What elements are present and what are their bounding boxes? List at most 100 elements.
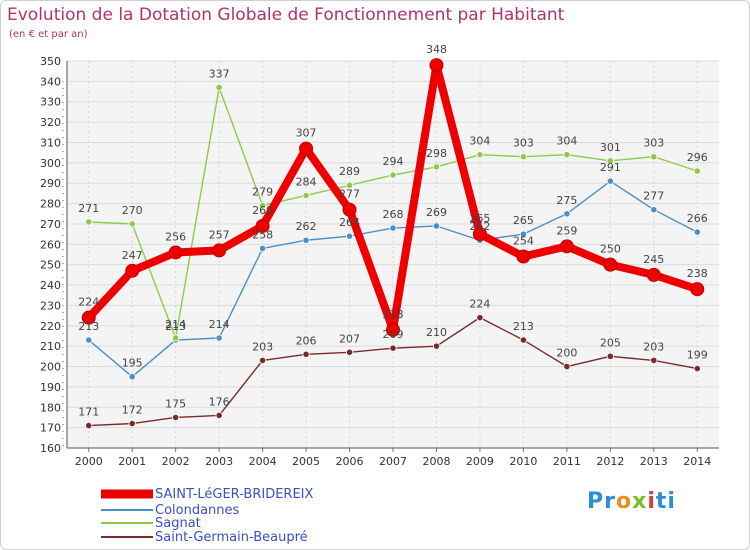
data-label: 213: [165, 320, 186, 333]
x-tick-label: 2009: [466, 455, 494, 468]
data-label: 199: [687, 349, 708, 362]
data-label: 224: [469, 298, 490, 311]
data-point: [168, 245, 183, 260]
data-point: [606, 352, 614, 360]
y-tick-label: 170: [40, 422, 61, 435]
data-label: 214: [209, 318, 230, 331]
data-point: [386, 322, 400, 337]
data-label: 307: [296, 127, 317, 140]
x-tick-label: 2012: [596, 455, 624, 468]
y-tick-label: 350: [40, 55, 61, 68]
data-point: [563, 210, 571, 218]
legend-item-saint-germain: Saint-Germain-Beaupré: [101, 529, 308, 545]
data-point: [258, 244, 267, 252]
series-0: [81, 58, 705, 337]
chart-subtitle: (en € et par an): [9, 29, 88, 40]
y-tick-label: 330: [40, 96, 61, 109]
data-label: 289: [339, 165, 360, 178]
data-point: [389, 344, 397, 352]
x-tick-label: 2007: [379, 455, 407, 468]
data-label: 262: [469, 220, 490, 233]
data-point: [429, 58, 444, 73]
x-tick-label: 2004: [249, 455, 277, 468]
y-tick-label: 190: [40, 381, 61, 394]
legend-label-saint-germain: Saint-Germain-Beaupré: [155, 529, 308, 545]
data-label: 214: [165, 318, 186, 331]
y-tick-label: 280: [40, 198, 61, 211]
y-tick-label: 290: [40, 177, 61, 190]
data-point: [476, 151, 484, 159]
data-label: 284: [296, 175, 317, 188]
data-point: [215, 411, 223, 420]
data-label: 271: [78, 202, 99, 215]
data-point: [85, 336, 93, 344]
data-label: 175: [165, 397, 186, 410]
data-label: 298: [426, 147, 447, 160]
data-label: 257: [209, 228, 230, 241]
data-point: [345, 181, 354, 189]
data-label: 256: [165, 230, 186, 243]
data-label: 172: [122, 404, 143, 417]
x-tick-label: 2001: [118, 455, 146, 468]
data-point: [302, 191, 310, 200]
data-point: [302, 350, 310, 358]
data-point: [125, 263, 140, 278]
data-point: [563, 151, 571, 159]
data-point: [519, 153, 528, 161]
y-tick-label: 300: [40, 157, 61, 170]
data-point: [128, 220, 136, 228]
x-tick-label: 2003: [205, 455, 233, 468]
data-point: [389, 171, 397, 179]
data-point: [85, 421, 93, 430]
data-point: [432, 342, 441, 350]
data-label: 337: [209, 67, 230, 80]
x-tick-label: 2005: [292, 455, 320, 468]
data-point: [650, 356, 658, 365]
x-tick-label: 2013: [640, 455, 668, 468]
data-label: 205: [600, 336, 621, 349]
data-point: [693, 167, 701, 175]
data-label: 195: [122, 357, 143, 370]
data-label: 294: [383, 155, 404, 168]
data-label: 269: [426, 206, 447, 219]
data-point: [603, 257, 618, 272]
data-point: [519, 230, 528, 238]
data-point: [606, 177, 614, 185]
data-label: 303: [643, 137, 664, 150]
data-label: 269: [252, 204, 273, 217]
data-point: [128, 419, 136, 428]
x-tick-label: 2000: [75, 455, 103, 468]
y-tick-label: 160: [40, 442, 61, 455]
y-tick-label: 200: [40, 361, 61, 374]
data-point: [646, 267, 661, 282]
data-point: [81, 310, 96, 325]
y-tick-label: 210: [40, 340, 61, 353]
data-point: [389, 224, 397, 232]
data-point: [258, 356, 267, 365]
data-label: 291: [600, 161, 621, 174]
data-label: 200: [556, 347, 577, 360]
data-label: 268: [383, 208, 404, 221]
data-point: [345, 232, 354, 240]
data-label: 213: [513, 320, 534, 333]
x-tick-label: 2002: [162, 455, 190, 468]
data-point: [258, 202, 267, 210]
legend-label-colondannes: Colondannes: [155, 502, 240, 518]
data-label: 203: [643, 340, 664, 353]
data-label: 209: [383, 328, 404, 341]
data-point: [345, 348, 354, 356]
legend-swatch-saint-germain: [101, 536, 153, 538]
data-label: 262: [296, 220, 317, 233]
x-tick-label: 2008: [422, 455, 450, 468]
y-tick-label: 320: [40, 116, 61, 129]
data-label: 176: [209, 395, 230, 408]
data-point: [476, 314, 484, 322]
x-tick-label: 2011: [553, 455, 581, 468]
data-label: 296: [687, 151, 708, 164]
data-label: 265: [469, 212, 490, 225]
data-label: 275: [556, 194, 577, 207]
data-point: [690, 282, 705, 297]
series-2: [85, 83, 701, 342]
data-label: 277: [643, 190, 664, 203]
legend-item-saint-leger: SAINT-LéGER-BRIDEREIX: [101, 486, 313, 502]
